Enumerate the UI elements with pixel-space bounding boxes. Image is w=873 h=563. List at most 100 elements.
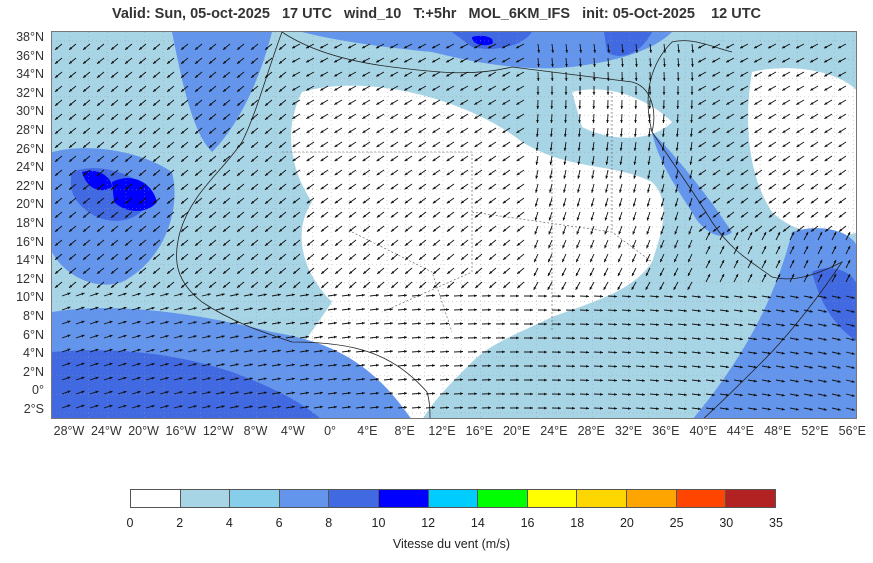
wind-arrow (68, 155, 77, 163)
wind-arrow (607, 57, 610, 68)
wind-arrow (96, 155, 105, 163)
wind-arrow (577, 127, 581, 137)
wind-arrow (620, 99, 624, 110)
wind-arrow (404, 253, 413, 261)
wind-arrow (355, 307, 365, 311)
wind-arrow (320, 141, 329, 148)
wind-arrow (257, 405, 267, 409)
wind-arrow (404, 169, 413, 176)
wind-arrow (603, 267, 609, 277)
wind-arrow (467, 322, 478, 326)
wind-arrow (54, 267, 63, 275)
wind-arrow (516, 281, 525, 289)
wind-arrow (278, 281, 287, 289)
wind-arrow (425, 322, 436, 325)
colorbar-swatch (726, 490, 775, 507)
wind-arrow (688, 197, 693, 207)
wind-arrow (299, 335, 309, 339)
wind-arrow (488, 267, 497, 275)
wind-map[interactable] (51, 31, 857, 419)
wind-arrow (138, 57, 147, 65)
wind-arrow (347, 57, 357, 63)
wind-arrow (201, 349, 211, 353)
wind-arrow (782, 99, 791, 106)
wind-arrow (117, 348, 127, 353)
wind-arrow (54, 281, 63, 289)
wind-arrow (635, 393, 646, 396)
wind-arrow (152, 57, 161, 65)
wind-arrow (138, 169, 147, 177)
wind-arrow (285, 307, 295, 311)
wind-arrow (264, 197, 273, 205)
wind-arrow (838, 127, 847, 134)
wind-arrow (110, 239, 119, 247)
wind-arrow (460, 141, 469, 148)
wind-arrow (96, 99, 105, 107)
wind-arrow (817, 245, 823, 255)
wind-arrow (334, 267, 343, 275)
wind-arrow (257, 391, 267, 395)
wind-arrow (663, 323, 673, 327)
wind-arrow (68, 169, 77, 177)
wind-arrow (817, 393, 827, 397)
wind-arrow (549, 141, 553, 151)
wind-arrow (604, 197, 609, 207)
wind-arrow (460, 169, 469, 176)
wind-arrow (264, 71, 273, 79)
lon-tick-label: 4°W (280, 424, 305, 438)
wind-arrow (68, 183, 77, 191)
wind-arrow (675, 141, 679, 151)
wind-arrow (607, 407, 618, 410)
wind-arrow (110, 113, 119, 121)
wind-arrow (691, 337, 701, 341)
wind-arrow (536, 113, 539, 124)
wind-arrow (390, 183, 399, 190)
wind-arrow (726, 169, 735, 176)
wind-arrow (417, 57, 427, 63)
wind-arrow (487, 57, 497, 63)
wind-arrow (502, 155, 511, 162)
wind-arrow (299, 321, 309, 325)
wind-arrow (551, 406, 562, 410)
wind-arrow (733, 337, 743, 341)
wind-arrow (333, 71, 343, 77)
wind-arrow (523, 392, 534, 396)
wind-arrow (705, 379, 715, 383)
wind-arrow (187, 363, 197, 367)
wind-arrow (660, 197, 665, 207)
wind-arrow (803, 393, 813, 397)
wind-arrow (173, 377, 183, 381)
wind-arrow (782, 183, 791, 190)
wind-arrow (617, 253, 623, 263)
wind-arrow (194, 197, 203, 205)
wind-arrow (369, 349, 379, 353)
wind-arrow (180, 225, 189, 233)
wind-arrow (306, 183, 315, 190)
wind-arrow (404, 127, 413, 134)
wind-arrow (194, 43, 203, 51)
wind-arrow (68, 99, 77, 107)
wind-arrow (418, 225, 427, 232)
wind-arrow (145, 404, 155, 409)
wind-arrow (68, 43, 77, 51)
wind-arrow (397, 364, 408, 367)
wind-arrow (131, 362, 141, 367)
wind-arrow (725, 71, 735, 77)
wind-arrow (796, 155, 805, 162)
wind-arrow (634, 113, 637, 124)
wind-arrow (355, 363, 365, 367)
wind-arrow (208, 183, 217, 191)
wind-arrow (474, 99, 483, 106)
wind-arrow (617, 281, 623, 291)
wind-arrow (564, 71, 568, 82)
wind-arrow (688, 211, 693, 221)
wind-arrow (516, 183, 525, 190)
wind-arrow (404, 155, 413, 162)
wind-arrow (633, 141, 637, 151)
wind-arrow (495, 392, 506, 396)
wind-arrow (649, 407, 660, 410)
wind-arrow (488, 281, 497, 289)
wind-arrow (579, 308, 590, 312)
wind-arrow (103, 362, 113, 367)
lon-tick-label: 36°E (652, 424, 680, 438)
